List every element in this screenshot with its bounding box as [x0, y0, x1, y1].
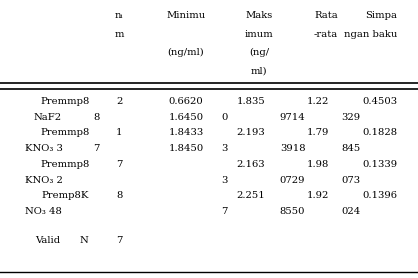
Text: 0729: 0729: [280, 176, 306, 185]
Text: KNO₃ 3: KNO₃ 3: [25, 144, 63, 153]
Text: 2: 2: [116, 97, 122, 106]
Text: Maks: Maks: [245, 11, 273, 20]
Text: N: N: [79, 236, 88, 245]
Text: 0.1396: 0.1396: [362, 192, 397, 200]
Text: 329: 329: [342, 113, 361, 122]
Text: ngan baku: ngan baku: [344, 30, 397, 39]
Text: 7: 7: [116, 236, 122, 245]
Text: 1.98: 1.98: [306, 160, 329, 169]
Text: 1.92: 1.92: [306, 192, 329, 200]
Text: 1.835: 1.835: [237, 97, 265, 106]
Text: m: m: [115, 30, 124, 39]
Text: 1.8433: 1.8433: [168, 128, 204, 137]
Text: 2.163: 2.163: [237, 160, 265, 169]
Text: 7: 7: [222, 207, 228, 216]
Text: 7: 7: [93, 144, 99, 153]
Text: 1.79: 1.79: [306, 128, 329, 137]
Text: 7: 7: [116, 160, 122, 169]
Text: 9714: 9714: [280, 113, 306, 122]
Text: 1.6450: 1.6450: [168, 113, 204, 122]
Text: 0: 0: [222, 113, 228, 122]
Text: nᵢ: nᵢ: [115, 11, 123, 20]
Text: 8: 8: [93, 113, 99, 122]
Text: Rata: Rata: [314, 11, 338, 20]
Text: 3918: 3918: [280, 144, 306, 153]
Text: 024: 024: [342, 207, 361, 216]
Text: 0.6620: 0.6620: [168, 97, 204, 106]
Text: 8: 8: [116, 192, 122, 200]
Text: Simpa: Simpa: [365, 11, 397, 20]
Text: ml): ml): [251, 66, 268, 75]
Text: 1.22: 1.22: [306, 97, 329, 106]
Text: 3: 3: [222, 144, 228, 153]
Text: Premmp8: Premmp8: [40, 128, 89, 137]
Text: Valid: Valid: [36, 236, 61, 245]
Text: (ng/ml): (ng/ml): [168, 48, 204, 57]
Text: 0.1339: 0.1339: [362, 160, 397, 169]
Text: Minimu: Minimu: [166, 11, 206, 20]
Text: -rata: -rata: [314, 30, 338, 39]
Text: 3: 3: [222, 176, 228, 185]
Text: 8550: 8550: [280, 207, 306, 216]
Text: 0.1828: 0.1828: [362, 128, 397, 137]
Text: (ng/: (ng/: [249, 48, 269, 57]
Text: 0.4503: 0.4503: [362, 97, 397, 106]
Text: imum: imum: [245, 30, 273, 39]
Text: Premp8K: Premp8K: [41, 192, 89, 200]
Text: 1: 1: [116, 128, 122, 137]
Text: NaF2: NaF2: [33, 113, 61, 122]
Text: 2.193: 2.193: [237, 128, 265, 137]
Text: 1.8450: 1.8450: [168, 144, 204, 153]
Text: 2.251: 2.251: [237, 192, 265, 200]
Text: NO₃ 48: NO₃ 48: [25, 207, 62, 216]
Text: 845: 845: [342, 144, 361, 153]
Text: Premmp8: Premmp8: [40, 97, 89, 106]
Text: Premmp8: Premmp8: [40, 160, 89, 169]
Text: KNO₃ 2: KNO₃ 2: [25, 176, 63, 185]
Text: 073: 073: [342, 176, 361, 185]
